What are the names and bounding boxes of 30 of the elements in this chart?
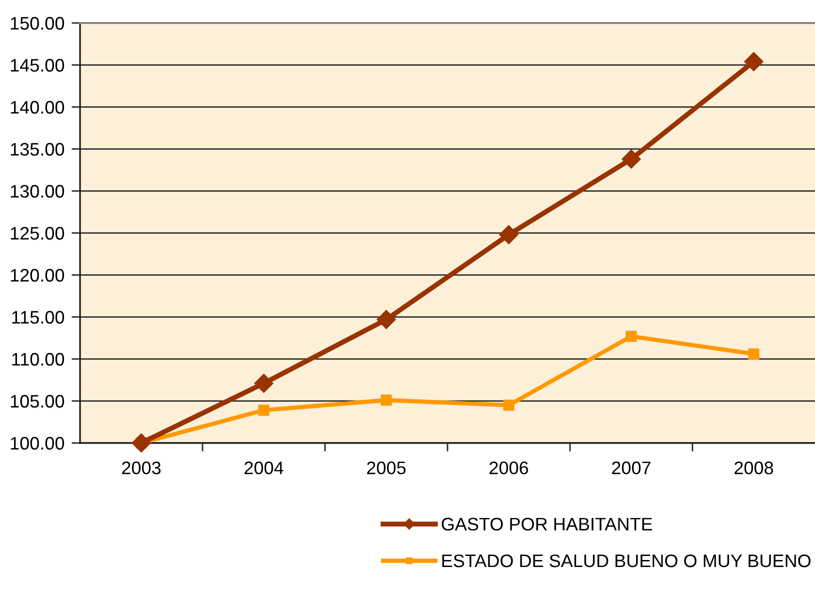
point xyxy=(258,404,270,416)
y-tick-label: 125.00 xyxy=(10,226,64,240)
y-tick-label: 115.00 xyxy=(12,310,64,324)
x-tick-label: 2007 xyxy=(612,462,650,474)
legend-label: GASTO POR HABITANTE xyxy=(442,518,652,531)
x-tick-label: 2004 xyxy=(244,462,284,474)
x-tick-label: 2005 xyxy=(367,462,406,474)
point xyxy=(254,374,274,394)
point xyxy=(376,310,396,330)
point xyxy=(498,224,519,244)
x-tick-label: 2008 xyxy=(734,462,774,474)
x-tick-label: 2006 xyxy=(490,462,528,474)
y-tick-label: 140.00 xyxy=(10,100,64,114)
point xyxy=(748,348,760,360)
point xyxy=(131,433,152,453)
point xyxy=(621,149,642,169)
y-tick-label: 100.00 xyxy=(10,436,64,450)
point xyxy=(503,400,514,411)
point xyxy=(380,394,392,406)
point xyxy=(626,330,637,342)
y-tick-label: 150.00 xyxy=(10,16,64,30)
y-tick-label: 105.00 xyxy=(10,394,64,408)
y-tick-label: 130.00 xyxy=(10,184,64,198)
x-tick-label: 2003 xyxy=(122,462,161,474)
y-tick-label: 110.00 xyxy=(12,352,64,366)
y-tick-label: 145.00 xyxy=(10,58,64,72)
legend-label: ESTADO DE SALUD BUENO O MUY BUENO xyxy=(442,554,811,568)
y-tick-label: 135.00 xyxy=(10,142,64,156)
y-tick-label: 120.00 xyxy=(10,268,64,282)
point xyxy=(744,52,764,72)
